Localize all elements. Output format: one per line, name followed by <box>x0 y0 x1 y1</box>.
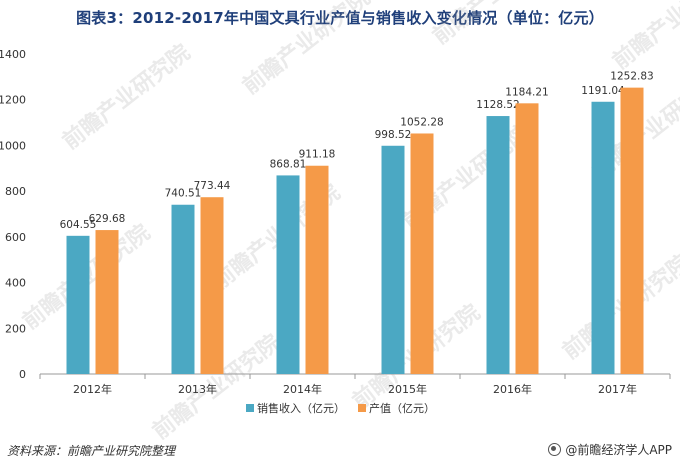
bar-sales <box>66 235 90 374</box>
data-label: 1252.83 <box>610 71 653 83</box>
y-tick-label: 200 <box>5 322 26 335</box>
watermark-text: 前瞻产业研究院 <box>558 249 680 364</box>
brand-text: @前瞻经济学人APP <box>565 443 672 457</box>
x-tick-label: 2014年 <box>283 382 322 396</box>
x-tick-label: 2012年 <box>73 382 112 396</box>
bar-output <box>95 230 119 374</box>
bar-sales <box>381 145 405 374</box>
y-tick-label: 400 <box>5 277 26 290</box>
data-label: 604.55 <box>60 219 97 231</box>
data-label: 740.51 <box>165 188 202 200</box>
data-label: 1184.21 <box>505 86 548 98</box>
data-label: 1052.28 <box>400 116 443 128</box>
y-tick-label: 800 <box>5 185 26 198</box>
watermark-text: 前瞻产业研究院 <box>58 39 195 154</box>
y-tick-label: 1000 <box>0 139 26 152</box>
brand-label: @前瞻经济学人APP <box>548 441 672 458</box>
bar-sales <box>591 101 615 375</box>
x-tick-label: 2013年 <box>178 382 217 396</box>
brand-logo-icon <box>548 443 562 456</box>
data-label: 868.81 <box>270 158 307 170</box>
y-tick-label: 0 <box>19 368 26 381</box>
y-tick-label: 600 <box>5 231 26 244</box>
watermark-text: 前瞻产业研究院 <box>238 0 375 100</box>
x-tick-label: 2016年 <box>493 382 532 396</box>
bar-sales <box>486 116 510 374</box>
legend-swatch <box>246 404 254 412</box>
data-label: 629.68 <box>89 213 126 225</box>
y-tick-label: 1400 <box>0 48 26 61</box>
legend-label: 销售收入（亿元） <box>257 401 345 415</box>
watermark-text: 前瞻产业研究院 <box>428 0 565 50</box>
data-label: 1191.04 <box>581 85 625 97</box>
data-label: 911.18 <box>299 149 336 161</box>
bar-output <box>305 165 329 374</box>
chart-title: 图表3：2012-2017年中国文具行业产值与销售收入变化情况（单位：亿元） <box>76 9 604 27</box>
bar-sales <box>171 204 195 374</box>
x-tick-label: 2015年 <box>388 382 427 396</box>
bar-output <box>620 87 644 374</box>
y-tick-label: 1200 <box>0 94 26 107</box>
bar-chart: 前瞻产业研究院 前瞻产业研究院前瞻产业研究院前瞻产业研究院前瞻产业研究院前瞻产业研… <box>0 0 680 440</box>
data-label: 1128.52 <box>476 99 519 111</box>
watermark-text: 前瞻产业研究院 <box>608 0 680 75</box>
bar-output <box>410 133 434 374</box>
bar-output <box>200 197 224 374</box>
data-label: 998.52 <box>375 129 412 141</box>
data-label: 773.44 <box>194 180 231 192</box>
source-note: 资料来源：前瞻产业研究院整理 <box>7 444 176 458</box>
bar-sales <box>276 175 300 374</box>
x-tick-label: 2017年 <box>598 382 637 396</box>
bar-output <box>515 103 539 374</box>
legend-label: 产值（亿元） <box>369 401 435 415</box>
legend-swatch <box>358 404 366 412</box>
